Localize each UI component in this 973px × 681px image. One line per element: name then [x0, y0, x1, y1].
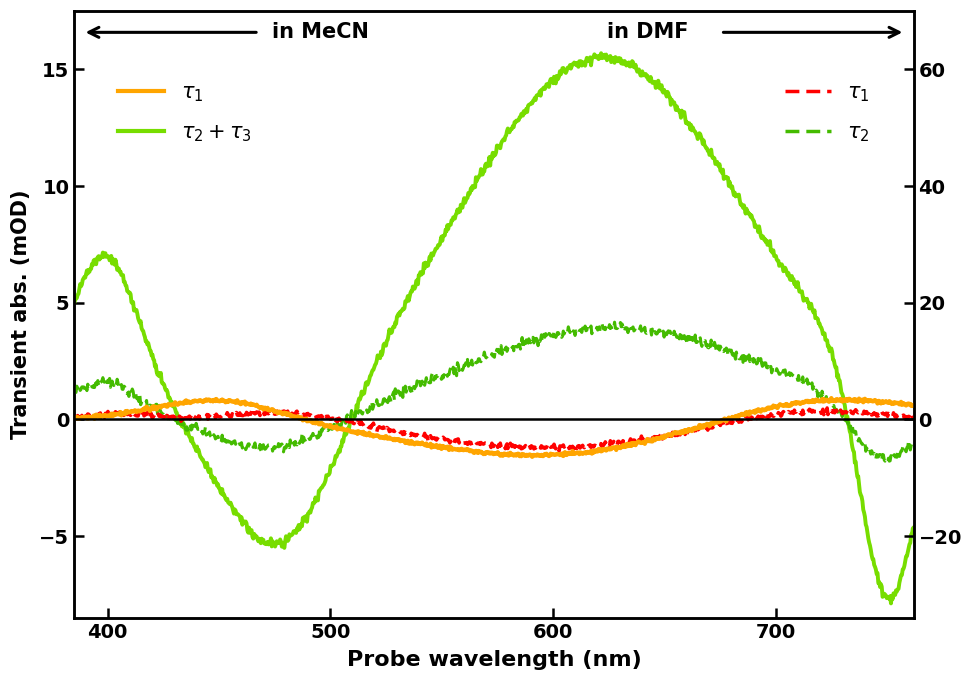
- Text: in MeCN: in MeCN: [271, 22, 369, 42]
- Y-axis label: Transient abs. (mOD): Transient abs. (mOD): [11, 189, 31, 439]
- X-axis label: Probe wavelength (nm): Probe wavelength (nm): [346, 650, 641, 670]
- Legend: $\tau_1$, $\tau_2$: $\tau_1$, $\tau_2$: [784, 82, 870, 144]
- Text: in DMF: in DMF: [607, 22, 689, 42]
